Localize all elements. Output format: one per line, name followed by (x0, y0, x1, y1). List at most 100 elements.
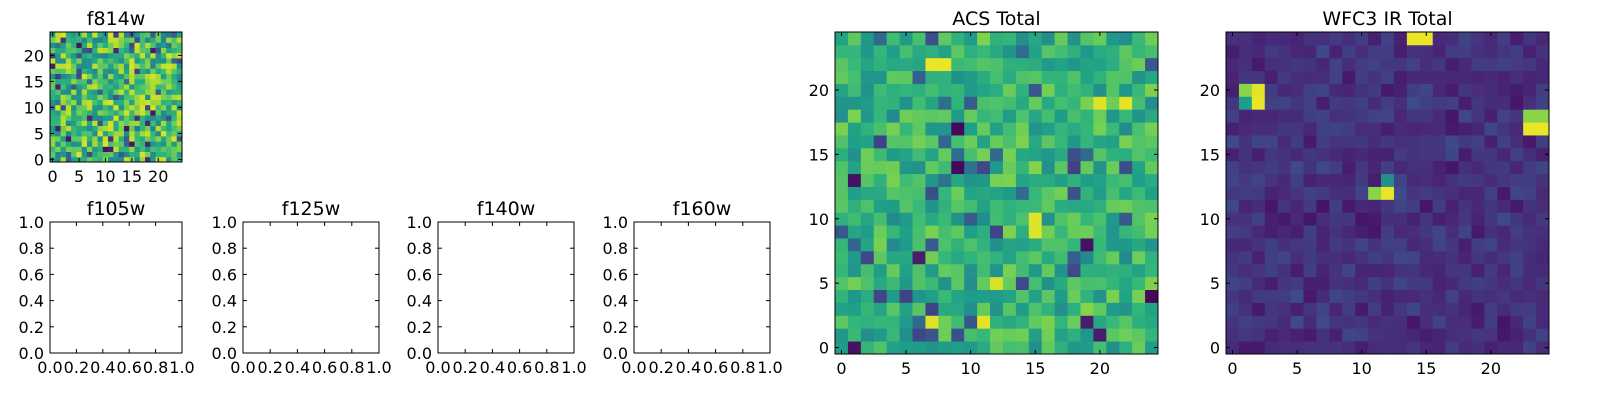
heatmap-cell (1355, 225, 1369, 239)
heatmap-cell (1002, 328, 1017, 342)
heatmap-cell (1381, 147, 1395, 162)
heatmap-cell (134, 89, 141, 95)
heatmap-cell (951, 44, 965, 59)
y-tick-label: 0.2 (407, 318, 432, 337)
heatmap-cell (1445, 83, 1459, 97)
heatmap-cell (977, 328, 991, 342)
heatmap-cell (1368, 263, 1382, 278)
heatmap-cell (1445, 57, 1459, 72)
x-tick-label: 0.8 (143, 358, 168, 377)
heatmap-cell (1393, 122, 1408, 136)
heatmap-cell (60, 136, 67, 142)
heatmap-cell (1329, 315, 1343, 329)
heatmap-cell (835, 70, 849, 84)
heatmap-cell (108, 115, 114, 121)
heatmap-cell (1316, 32, 1330, 46)
heatmap-cell (102, 120, 109, 126)
heatmap-cell (139, 146, 146, 152)
heatmap-cell (990, 57, 1004, 72)
heatmap-cell (1329, 96, 1343, 110)
heatmap-cell (1145, 83, 1159, 97)
heatmap-cell (951, 238, 965, 252)
heatmap-cell (1080, 160, 1094, 175)
heatmap-cell (1054, 225, 1068, 239)
heatmap-cell (1251, 147, 1266, 162)
heatmap-cell (1145, 44, 1159, 59)
heatmap-cell (1277, 160, 1291, 175)
heatmap-cell (123, 94, 130, 100)
heatmap-cell (155, 151, 162, 158)
heatmap-cell (1445, 160, 1459, 175)
heatmap-cell (1251, 186, 1266, 200)
heatmap-cell (1106, 341, 1120, 355)
heatmap-cell (1419, 147, 1434, 162)
heatmap-cell (113, 42, 120, 48)
heatmap-cell (886, 315, 900, 329)
panel-title-f125w: f125w (282, 198, 341, 220)
heatmap-cell (1132, 186, 1146, 200)
heatmap-cell (123, 78, 130, 85)
heatmap-cell (1093, 289, 1107, 303)
heatmap-cell (113, 94, 120, 100)
x-tick-label: 15 (122, 167, 142, 186)
heatmap-cell (118, 42, 125, 48)
heatmap-cell (1119, 289, 1133, 303)
heatmap-cell (951, 186, 965, 200)
heatmap-cell (60, 58, 67, 64)
heatmap-cell (938, 135, 952, 149)
panel-title-f160w: f160w (673, 198, 732, 220)
heatmap-cell (1458, 199, 1472, 213)
heatmap-cell (1536, 302, 1550, 316)
heatmap-cell (1251, 263, 1266, 278)
heatmap-cell (951, 225, 965, 239)
heatmap-cell (134, 99, 141, 106)
heatmap-cell (1419, 238, 1434, 252)
heatmap-cell (123, 47, 130, 54)
heatmap-cell (1419, 173, 1434, 187)
heatmap-cell (1510, 135, 1524, 149)
heatmap-cell (938, 328, 952, 342)
heatmap-cell (1484, 96, 1498, 110)
heatmap-cell (176, 141, 183, 147)
heatmap-cell (1251, 160, 1266, 175)
heatmap-cell (86, 94, 93, 100)
heatmap-cell (1523, 122, 1537, 136)
heatmap-cell (81, 68, 88, 74)
heatmap-cell (1145, 186, 1159, 200)
panel-title-f814w: f814w (87, 8, 146, 30)
heatmap-cell (71, 104, 77, 111)
heatmap-cell (176, 110, 183, 116)
heatmap-cell (1080, 109, 1094, 123)
heatmap-cell (71, 84, 77, 90)
heatmap-cell (65, 156, 72, 163)
heatmap-cell (1264, 122, 1279, 136)
heatmap-cell (1093, 173, 1107, 187)
heatmap-cell (1432, 225, 1447, 239)
heatmap-cell (1226, 199, 1240, 213)
heatmap-cell (102, 63, 109, 69)
heatmap-cell (1432, 57, 1447, 72)
heatmap-cell (990, 135, 1004, 149)
heatmap-cell (1458, 135, 1472, 149)
heatmap-cell (1471, 212, 1485, 226)
heatmap-cell (176, 89, 183, 95)
heatmap-cell (92, 58, 98, 64)
heatmap-cell (139, 130, 146, 137)
heatmap-cell (155, 125, 162, 132)
heatmap-cell (71, 146, 77, 152)
heatmap-cell (1471, 276, 1485, 290)
heatmap-cell (150, 146, 156, 152)
heatmap-cell (1119, 122, 1133, 136)
heatmap-cell (1368, 147, 1382, 162)
heatmap-cell (1523, 199, 1537, 213)
heatmap-cell (990, 276, 1004, 290)
heatmap-cell (1290, 83, 1304, 97)
heatmap-cell (1471, 199, 1485, 213)
heatmap-cell (1523, 160, 1537, 175)
heatmap-cell (81, 156, 88, 163)
heatmap-cell (1264, 341, 1279, 355)
heatmap-cell (150, 58, 156, 64)
heatmap-cell (1406, 135, 1421, 149)
heatmap-cell (977, 289, 991, 303)
heatmap-cell (118, 104, 125, 111)
